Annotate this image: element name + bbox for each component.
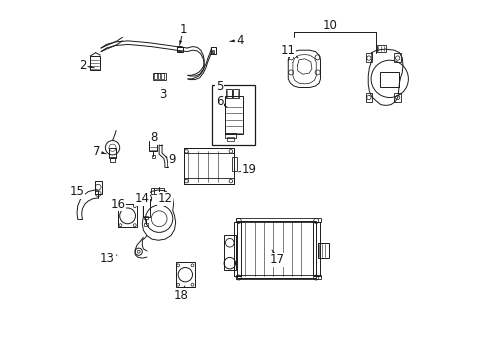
Bar (211, 85, 255, 145)
Bar (226, 137, 234, 141)
Bar (313, 222, 319, 276)
Bar (376, 45, 386, 51)
Text: 18: 18 (173, 289, 188, 302)
Bar (317, 243, 329, 258)
Bar (151, 188, 163, 194)
Bar (161, 73, 163, 79)
Bar (224, 134, 235, 138)
Bar (224, 96, 243, 134)
Bar (144, 223, 148, 226)
Text: 12: 12 (157, 192, 172, 205)
Bar (109, 148, 116, 158)
Text: 7: 7 (93, 145, 101, 158)
Text: 3: 3 (159, 88, 166, 101)
Bar (143, 199, 149, 217)
Bar (89, 56, 100, 69)
Text: 13: 13 (100, 252, 115, 265)
Text: 8: 8 (150, 131, 158, 144)
Bar (234, 222, 241, 276)
Bar (152, 155, 155, 158)
Bar (223, 235, 236, 270)
Text: 2: 2 (79, 59, 86, 72)
Bar (153, 73, 165, 80)
Text: 10: 10 (322, 19, 337, 32)
Text: 15: 15 (69, 185, 84, 198)
Bar (233, 89, 239, 98)
Text: 6: 6 (216, 95, 224, 108)
Bar (110, 157, 115, 162)
Text: 17: 17 (269, 253, 285, 266)
Bar (183, 178, 233, 184)
Bar (365, 53, 371, 62)
Text: 4: 4 (236, 33, 244, 47)
Bar (235, 218, 320, 222)
Text: 14: 14 (135, 192, 149, 205)
Bar (379, 72, 399, 87)
Bar (211, 50, 214, 53)
Bar (210, 46, 215, 54)
Bar (154, 73, 156, 79)
Bar (149, 140, 157, 150)
Bar (365, 93, 371, 102)
Bar (118, 204, 137, 227)
Text: 9: 9 (168, 153, 176, 166)
Text: 1: 1 (180, 23, 187, 36)
Text: 5: 5 (215, 80, 223, 93)
Bar (394, 53, 400, 62)
Bar (235, 275, 320, 279)
Text: 16: 16 (111, 198, 125, 211)
Bar (94, 181, 102, 194)
Bar (144, 196, 149, 200)
Bar (158, 73, 160, 79)
Bar (177, 46, 183, 52)
Bar (183, 148, 233, 184)
Bar (231, 157, 237, 171)
Text: 11: 11 (280, 44, 295, 57)
Text: 19: 19 (241, 163, 256, 176)
Bar (225, 89, 232, 98)
Bar (183, 148, 233, 153)
Bar (394, 93, 400, 102)
Bar (144, 216, 148, 220)
Bar (237, 221, 315, 278)
Bar (175, 262, 195, 287)
